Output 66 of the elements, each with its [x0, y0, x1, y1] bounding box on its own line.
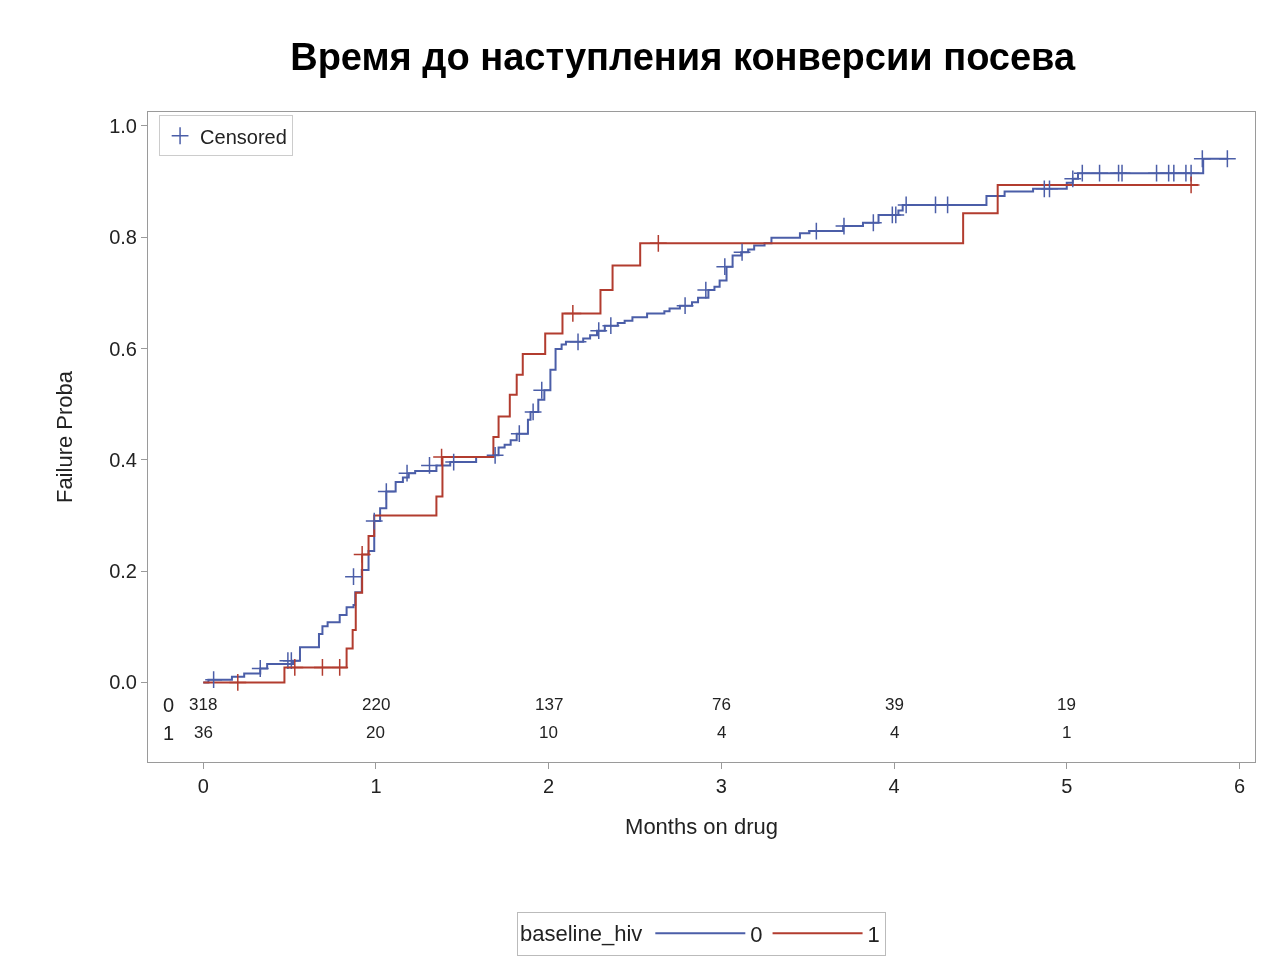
x-axis-title: Months on drug — [625, 813, 778, 839]
annotation: 20 — [366, 723, 385, 742]
point — [485, 446, 505, 465]
point — [344, 567, 363, 586]
y-tick-label: 0.8 — [109, 226, 137, 249]
point — [1073, 164, 1092, 183]
annotation: 39 — [885, 695, 904, 714]
point — [251, 659, 270, 678]
point — [601, 316, 620, 335]
y-tick-label: 0.2 — [109, 560, 137, 583]
point — [420, 456, 439, 475]
x-tick-label: 1 — [370, 775, 382, 797]
point — [282, 651, 301, 670]
annotation: 4 — [890, 723, 900, 742]
point — [1112, 164, 1132, 183]
annotation: 76 — [712, 695, 731, 714]
x-tick-label: 4 — [888, 775, 900, 797]
annotation: 19 — [1057, 695, 1076, 714]
annotation: 220 — [362, 695, 391, 714]
point — [1040, 179, 1059, 198]
point — [397, 464, 417, 483]
point — [732, 243, 752, 262]
point — [864, 213, 883, 232]
point — [589, 321, 608, 340]
point — [285, 658, 304, 677]
x-tick-label: 6 — [1233, 775, 1246, 797]
annotation: 1 — [163, 722, 175, 744]
annotation: 0 — [163, 694, 175, 716]
x-tick-label: 3 — [715, 775, 727, 797]
y-axis-title: Failure Proba — [51, 370, 77, 504]
annotation: 318 — [189, 695, 218, 714]
annotation: 137 — [535, 695, 564, 714]
point — [1063, 169, 1082, 188]
point — [568, 332, 588, 351]
legend-label: Censored — [200, 125, 287, 148]
point — [313, 658, 332, 677]
point — [1193, 149, 1212, 168]
point — [649, 234, 668, 253]
point — [353, 545, 372, 564]
annotation: 1 — [1062, 723, 1072, 742]
point — [523, 402, 543, 422]
point — [715, 257, 734, 276]
y-tick-label: 0.4 — [109, 448, 137, 471]
point — [675, 296, 695, 315]
legend-label: 1 — [867, 921, 880, 947]
y-tick-label: 0.0 — [109, 671, 137, 694]
point — [330, 658, 349, 677]
point — [1090, 164, 1109, 183]
legend-title: baseline_hiv — [520, 921, 643, 947]
annotation: 4 — [717, 723, 727, 742]
x-tick-label: 0 — [197, 775, 209, 797]
legend-label: 0 — [750, 921, 763, 947]
point — [377, 482, 396, 501]
y-tick-label: 1.0 — [109, 114, 137, 137]
point — [563, 304, 582, 323]
annotation: 10 — [539, 723, 558, 742]
chart-title: Время до наступления конверсии посева — [290, 36, 1076, 79]
y-tick-label: 0.6 — [109, 337, 137, 360]
annotation: 36 — [194, 723, 213, 742]
point — [532, 381, 551, 400]
point — [365, 511, 384, 531]
point — [510, 424, 529, 443]
point — [1218, 149, 1237, 168]
point — [228, 673, 247, 692]
x-tick-label: 5 — [1061, 775, 1073, 797]
x-tick-label: 2 — [543, 775, 555, 797]
